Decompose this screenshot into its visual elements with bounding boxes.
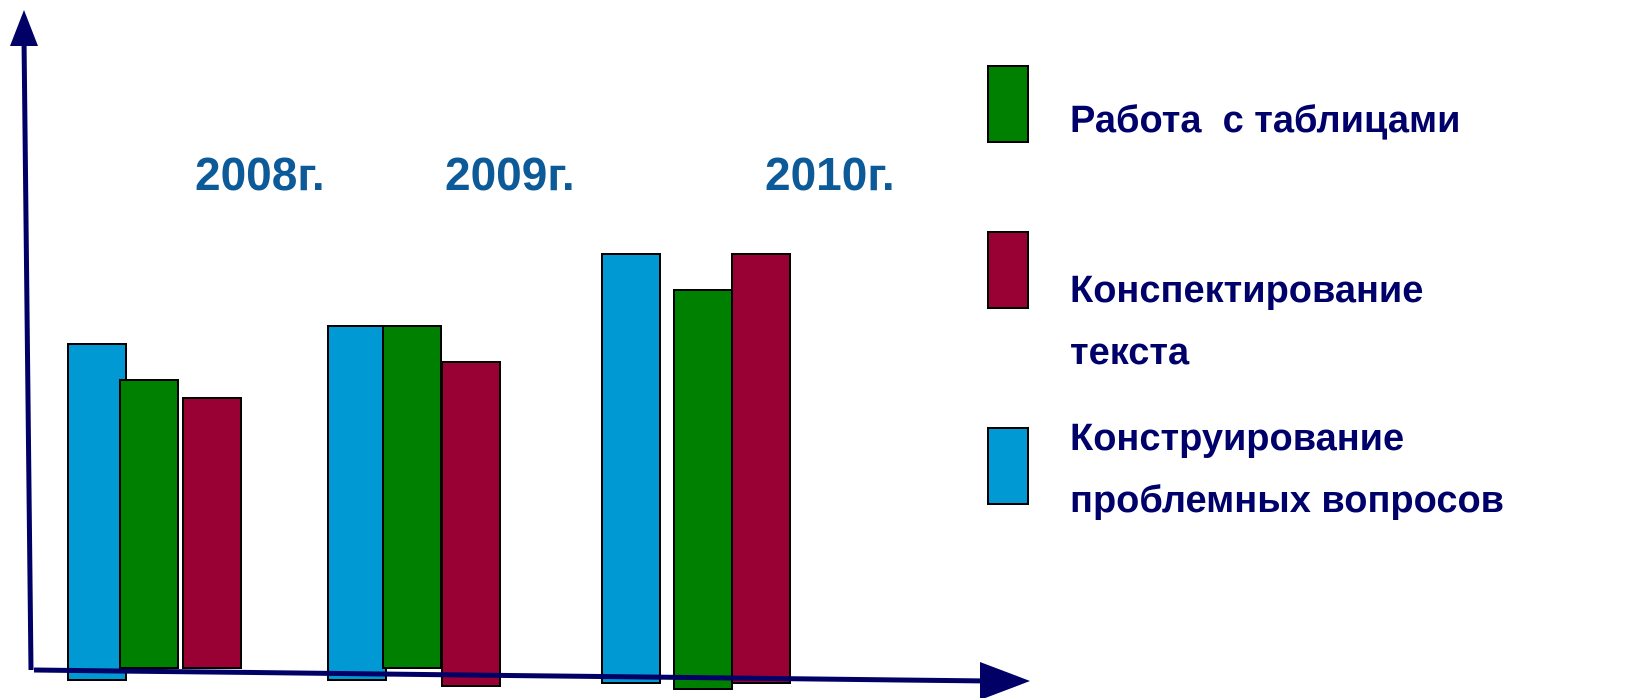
bar-1-series-3 — [182, 397, 242, 669]
legend-swatch-1 — [987, 65, 1029, 143]
x-axis-line — [33, 667, 991, 684]
legend-swatch-2 — [987, 231, 1029, 309]
legend-swatch-3 — [987, 427, 1029, 505]
y-axis-line — [21, 37, 34, 671]
legend-label-2-line-2: текста — [1070, 331, 1190, 373]
legend-label-2-line-1: Конспектирование — [1070, 269, 1423, 311]
bars-layer — [67, 253, 791, 690]
bar-2-series-1 — [327, 325, 387, 681]
bar-3-series-3 — [731, 253, 791, 684]
legend-label-1-line-1: Работа с таблицами — [1070, 99, 1460, 141]
bar-3-series-2 — [673, 289, 733, 690]
bar-3-series-1 — [601, 253, 661, 684]
legend-label-3-line-2: проблемных вопросов — [1070, 479, 1504, 521]
category-label-2: 2009г. — [445, 148, 575, 200]
bar-1-series-1 — [67, 343, 127, 681]
x-axis-arrow-icon — [980, 662, 1030, 698]
category-label-1: 2008г. — [195, 148, 325, 200]
y-axis-arrow-icon — [10, 10, 38, 46]
bar-2-series-3 — [441, 361, 501, 687]
legend-label-3-line-1: Конструирование — [1070, 417, 1404, 459]
bar-2-series-2 — [382, 325, 442, 669]
axes-layer — [10, 10, 1030, 698]
year-labels: 2008г. 2009г. 2010г. — [195, 148, 895, 200]
bar-1-series-2 — [119, 379, 179, 669]
legend: Работа с таблицами Конспектирование текста… — [987, 65, 1504, 521]
category-label-3: 2010г. — [765, 148, 895, 200]
